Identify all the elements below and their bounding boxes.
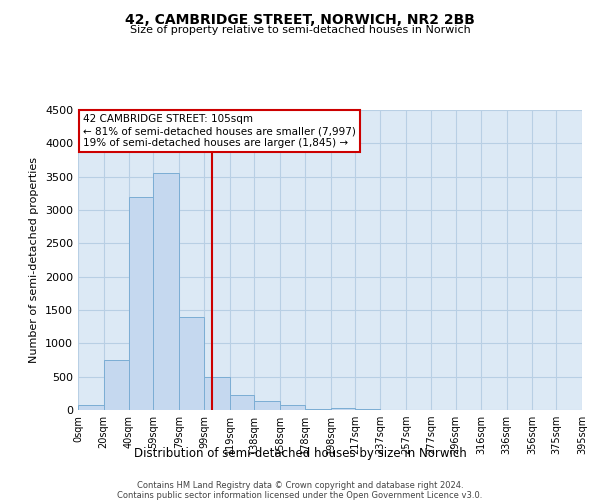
Bar: [129, 196, 153, 410]
Bar: [78, 405, 104, 410]
Bar: [104, 360, 129, 410]
Bar: [153, 174, 179, 410]
Text: 42 CAMBRIDGE STREET: 105sqm
← 81% of semi-detached houses are smaller (7,997)
19: 42 CAMBRIDGE STREET: 105sqm ← 81% of sem…: [83, 114, 356, 148]
Text: 42, CAMBRIDGE STREET, NORWICH, NR2 2BB: 42, CAMBRIDGE STREET, NORWICH, NR2 2BB: [125, 12, 475, 26]
Text: Contains HM Land Registry data © Crown copyright and database right 2024.: Contains HM Land Registry data © Crown c…: [137, 481, 463, 490]
Bar: [331, 408, 355, 410]
Bar: [280, 405, 305, 410]
Bar: [205, 376, 230, 410]
Bar: [179, 316, 205, 410]
Y-axis label: Number of semi-detached properties: Number of semi-detached properties: [29, 157, 40, 363]
Bar: [254, 402, 280, 410]
Text: Distribution of semi-detached houses by size in Norwich: Distribution of semi-detached houses by …: [134, 448, 466, 460]
Text: Size of property relative to semi-detached houses in Norwich: Size of property relative to semi-detach…: [130, 25, 470, 35]
Bar: [230, 396, 254, 410]
Text: Contains public sector information licensed under the Open Government Licence v3: Contains public sector information licen…: [118, 491, 482, 500]
